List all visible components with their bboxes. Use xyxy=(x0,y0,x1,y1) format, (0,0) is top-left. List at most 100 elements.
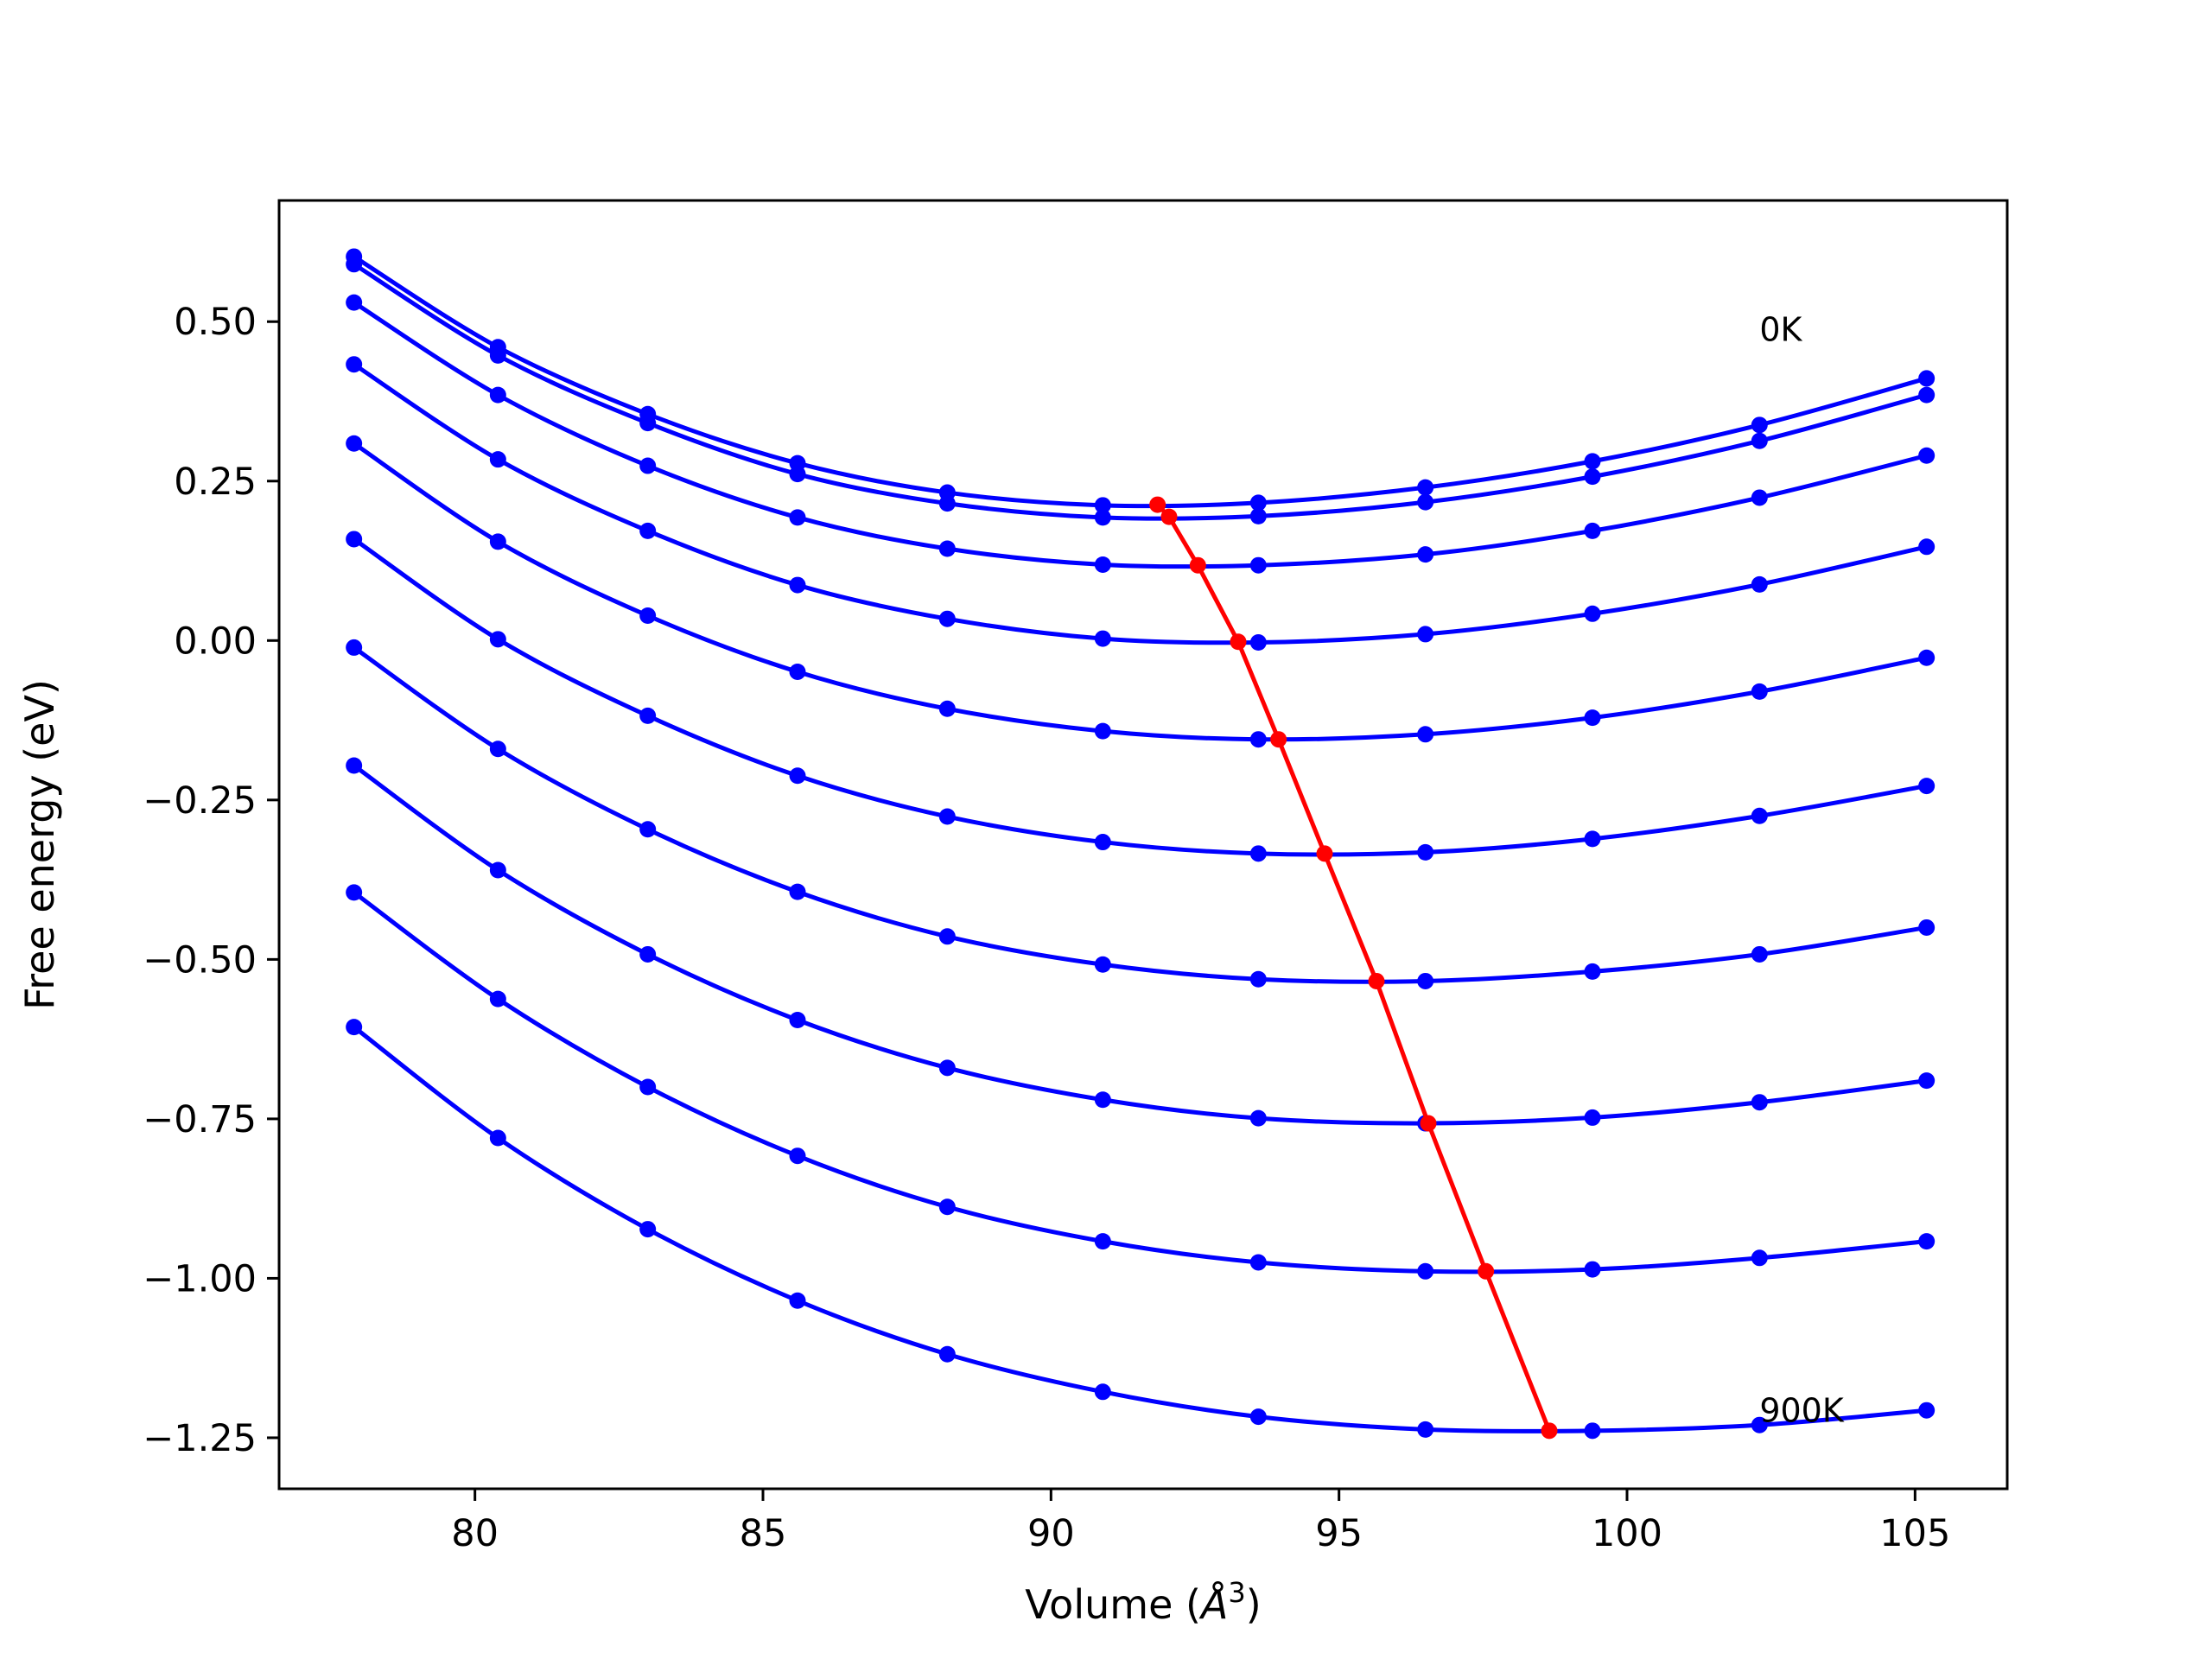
series-point xyxy=(1249,845,1267,862)
series-point xyxy=(1751,432,1768,449)
minimum-point xyxy=(1160,508,1178,525)
series-point xyxy=(1417,1262,1434,1280)
series-point xyxy=(1249,634,1267,652)
minimum-point xyxy=(1541,1422,1558,1440)
minimum-point xyxy=(1478,1262,1495,1280)
series-point xyxy=(1249,494,1267,512)
series-point xyxy=(1094,509,1111,526)
series-point xyxy=(639,945,657,963)
series-point xyxy=(938,540,956,557)
series-point xyxy=(1584,1109,1601,1126)
minimum-point xyxy=(1316,845,1333,862)
series-point xyxy=(1249,1408,1267,1426)
y-tick-label: −0.50 xyxy=(143,938,257,982)
series-point xyxy=(1094,834,1111,851)
series-point xyxy=(1918,386,1936,404)
series-point xyxy=(1584,453,1601,470)
series-point xyxy=(938,700,956,717)
series-point xyxy=(1094,497,1111,514)
series-point xyxy=(1751,489,1768,506)
y-axis-label: Free energy (eV) xyxy=(16,679,63,1010)
minimum-point xyxy=(1270,731,1287,748)
series-point xyxy=(1918,370,1936,387)
series-point xyxy=(1918,918,1936,936)
series-point xyxy=(1249,1109,1267,1127)
series-point xyxy=(1417,479,1434,496)
series-point xyxy=(489,1129,506,1147)
series-point xyxy=(789,1292,806,1309)
series-point xyxy=(489,741,506,758)
series-point xyxy=(1918,447,1936,464)
series-point xyxy=(938,928,956,945)
axis-ticks: 80 85 90 95 100 105 0.50 0.25 0.00 −0.25 −0.50 −0.7… xyxy=(143,301,1950,1555)
y-tick-label: −1.00 xyxy=(143,1257,257,1300)
series-point xyxy=(1417,546,1434,563)
series-point xyxy=(789,576,806,594)
minimum-point xyxy=(1189,556,1206,574)
series-point xyxy=(938,808,956,825)
x-tick-label: 80 xyxy=(451,1512,499,1555)
series-point xyxy=(1584,468,1601,486)
series-point xyxy=(1918,649,1936,666)
minimum-point xyxy=(1368,972,1385,989)
series-point xyxy=(938,1198,956,1216)
series-point xyxy=(346,1019,363,1036)
series-point xyxy=(489,386,506,404)
series-point xyxy=(1094,630,1111,647)
x-tick-label: 85 xyxy=(740,1512,787,1555)
series-point xyxy=(789,1147,806,1165)
series-point xyxy=(489,451,506,468)
minimum-point xyxy=(1420,1115,1437,1132)
series-point xyxy=(1751,575,1768,593)
series-point xyxy=(1094,722,1111,740)
series-point xyxy=(1417,626,1434,643)
y-tick-label: 0.00 xyxy=(174,620,257,663)
series-point xyxy=(1249,556,1267,574)
series-point xyxy=(1751,807,1768,824)
series-point xyxy=(1094,1383,1111,1401)
series-point xyxy=(1249,507,1267,524)
series-point xyxy=(346,757,363,774)
series-point xyxy=(1918,1233,1936,1250)
series-point xyxy=(1584,963,1601,980)
y-tick-label: −0.75 xyxy=(143,1098,257,1141)
minimum-point xyxy=(1149,496,1166,513)
series-point xyxy=(1918,538,1936,556)
series-point xyxy=(489,346,506,364)
series-point xyxy=(1417,843,1434,861)
series-point xyxy=(1584,1422,1601,1440)
series-point xyxy=(1751,945,1768,963)
x-tick-label: 90 xyxy=(1027,1512,1075,1555)
series-point xyxy=(639,707,657,724)
series-point xyxy=(1094,1091,1111,1109)
series-point xyxy=(1417,1421,1434,1438)
series-point xyxy=(639,607,657,625)
series-point xyxy=(346,435,363,452)
series-point xyxy=(489,631,506,648)
series-point xyxy=(789,883,806,900)
y-tick-label: 0.25 xyxy=(174,461,257,504)
series-point xyxy=(1584,709,1601,727)
series-point xyxy=(346,531,363,548)
series-point xyxy=(789,509,806,526)
series-point xyxy=(1918,1402,1936,1419)
minimum-path-line xyxy=(1155,503,1552,1432)
series-point xyxy=(639,457,657,474)
series-point xyxy=(639,522,657,539)
series-point xyxy=(489,990,506,1007)
series-point xyxy=(1249,731,1267,748)
series-point xyxy=(1249,970,1267,988)
minimum-point xyxy=(1230,633,1247,651)
x-tick-label: 95 xyxy=(1315,1512,1363,1555)
series-point xyxy=(789,767,806,785)
series-point xyxy=(1249,1254,1267,1271)
series-point xyxy=(1417,972,1434,989)
series-point xyxy=(1751,1416,1768,1433)
series-point xyxy=(1751,683,1768,700)
series-point xyxy=(789,466,806,483)
y-tick-label: −0.25 xyxy=(143,779,257,823)
series-point xyxy=(1584,605,1601,622)
series-point xyxy=(1094,1233,1111,1250)
x-tick-label: 100 xyxy=(1592,1512,1662,1555)
